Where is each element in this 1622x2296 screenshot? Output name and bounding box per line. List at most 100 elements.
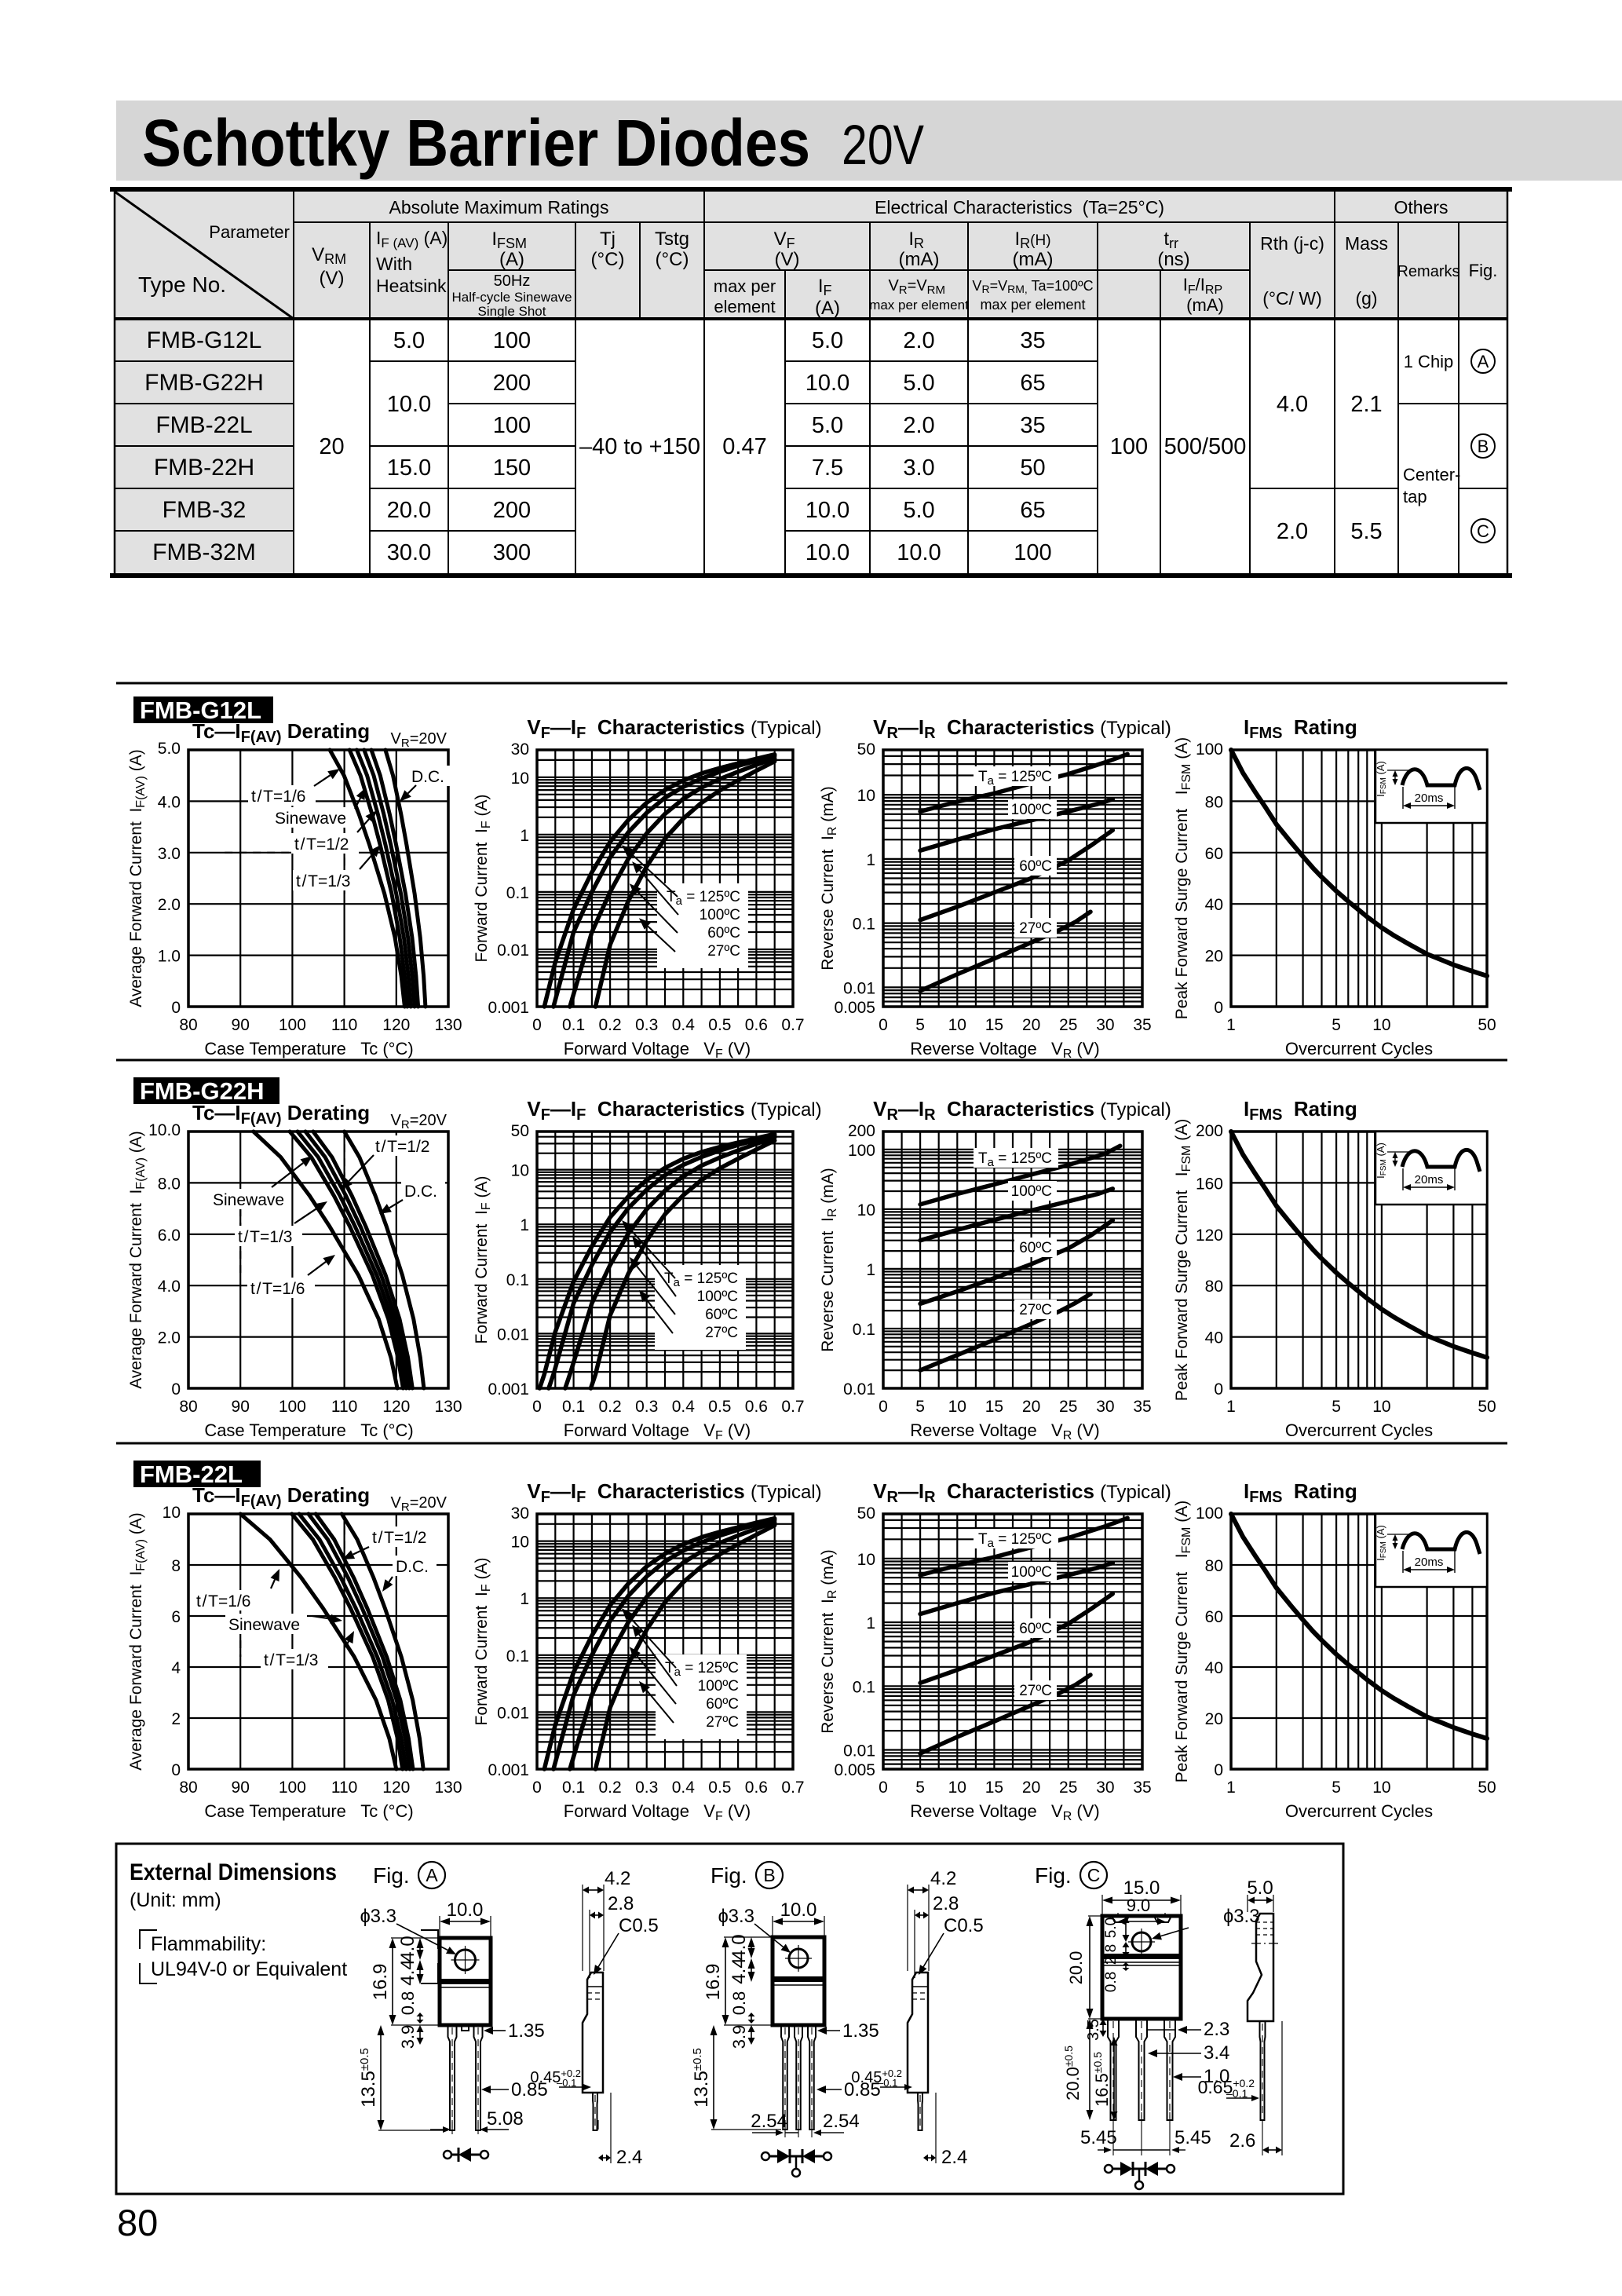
svg-text:100: 100 (493, 328, 531, 353)
svg-text:2.54: 2.54 (823, 2111, 860, 2132)
svg-text:10: 10 (857, 1201, 875, 1219)
svg-text:20.0±0.5: 20.0±0.5 (1062, 2046, 1083, 2100)
svg-text:3.9: 3.9 (398, 2025, 418, 2049)
svg-text:0.4: 0.4 (672, 1016, 696, 1034)
svg-text:20: 20 (1205, 1710, 1223, 1728)
svg-text:10: 10 (948, 1779, 966, 1797)
svg-text:Heatsink: Heatsink (376, 276, 447, 296)
svg-text:Overcurrent Cycles: Overcurrent Cycles (1285, 1420, 1433, 1440)
svg-text:10.0: 10.0 (806, 540, 849, 565)
svg-text:(V): (V) (775, 249, 800, 270)
svg-text:10: 10 (857, 1551, 875, 1569)
svg-text:VR=VRM, Ta=100ºC: VR=VRM, Ta=100ºC (972, 278, 1093, 295)
svg-text:VR=20V: VR=20V (391, 1494, 448, 1514)
svg-text:Forward Current IF (A): Forward Current IF (A) (473, 1176, 493, 1344)
svg-text:1: 1 (866, 1614, 875, 1632)
svg-text:Ta = 125ºC: Ta = 125ºC (978, 769, 1052, 788)
svg-text:5.0: 5.0 (812, 413, 843, 438)
svg-text:t / T=1/2: t / T=1/2 (372, 1529, 426, 1547)
svg-text:50: 50 (1478, 1779, 1496, 1797)
svg-text:100: 100 (279, 1016, 306, 1034)
svg-text:ɸ3.3: ɸ3.3 (360, 1906, 396, 1927)
svg-text:Tj: Tj (600, 229, 616, 250)
svg-text:160: 160 (1196, 1175, 1223, 1193)
svg-text:0.01: 0.01 (843, 1380, 875, 1398)
svg-text:Ta = 125ºC: Ta = 125ºC (665, 1660, 739, 1679)
svg-text:2.6: 2.6 (1229, 2130, 1255, 2152)
svg-text:30: 30 (1096, 1779, 1114, 1797)
svg-text:110: 110 (331, 1398, 357, 1416)
svg-text:0.5: 0.5 (708, 1016, 731, 1034)
svg-text:(g): (g) (1355, 288, 1377, 309)
svg-text:t / T=1/2: t / T=1/2 (375, 1138, 429, 1156)
svg-text:Case Temperature Tc (°C): Case Temperature Tc (°C) (204, 1039, 413, 1058)
svg-text:13.5±0.5: 13.5±0.5 (691, 2048, 712, 2108)
svg-text:10: 10 (948, 1016, 966, 1034)
svg-text:2.0: 2.0 (158, 896, 181, 914)
svg-text:element: element (714, 297, 775, 316)
svg-text:0.1: 0.1 (853, 1321, 875, 1339)
svg-text:0.1: 0.1 (853, 1678, 875, 1696)
svg-text:5.0: 5.0 (1247, 1877, 1273, 1899)
svg-text:Forward Voltage VF (V): Forward Voltage VF (V) (564, 1039, 751, 1061)
svg-text:Reverse Voltage VR (V): Reverse Voltage VR (V) (910, 1801, 1099, 1823)
svg-text:2.8: 2.8 (933, 1893, 959, 1914)
svg-text:0.1: 0.1 (853, 916, 875, 934)
svg-text:UL94V-0 or Equivalent: UL94V-0 or Equivalent (151, 1958, 347, 1980)
svg-text:20.0: 20.0 (387, 498, 431, 523)
svg-text:ɸ3.3: ɸ3.3 (1223, 1906, 1260, 1927)
svg-text:Forward Current IF (A): Forward Current IF (A) (473, 795, 493, 963)
svg-text:15.0: 15.0 (387, 455, 431, 481)
svg-text:10.0: 10.0 (447, 1899, 484, 1921)
svg-text:Single Shot: Single Shot (478, 304, 546, 319)
svg-text:10: 10 (1372, 1398, 1390, 1416)
svg-text:120: 120 (1196, 1227, 1223, 1245)
svg-text:1: 1 (520, 827, 529, 845)
svg-text:30: 30 (511, 740, 529, 759)
svg-text:Reverse Current IR (mA): Reverse Current IR (mA) (819, 1168, 839, 1351)
svg-text:110: 110 (331, 1016, 357, 1034)
svg-text:0.7: 0.7 (781, 1779, 804, 1797)
svg-text:90: 90 (232, 1398, 250, 1416)
svg-text:Forward Voltage VF (V): Forward Voltage VF (V) (564, 1420, 751, 1442)
svg-text:0: 0 (171, 1380, 181, 1398)
svg-text:Center-: Center- (1403, 465, 1460, 484)
svg-text:0.01: 0.01 (497, 1325, 529, 1344)
svg-text:35: 35 (1133, 1779, 1151, 1797)
svg-text:VF—IF Characteristics (Typica: VF—IF Characteristics (Typical) (527, 1479, 821, 1506)
svg-text:0.1: 0.1 (506, 884, 529, 902)
svg-text:Average Forward Current IF(AV: Average Forward Current IF(AV) (A) (127, 749, 148, 1007)
svg-text:Case Temperature Tc (°C): Case Temperature Tc (°C) (204, 1420, 413, 1440)
svg-text:0.005: 0.005 (834, 1761, 875, 1779)
svg-text:50: 50 (857, 1504, 875, 1523)
svg-text:1: 1 (866, 1261, 875, 1279)
svg-text:3.0: 3.0 (158, 845, 181, 863)
svg-text:VR=20V: VR=20V (391, 1112, 448, 1132)
svg-text:60ºC: 60ºC (706, 1696, 739, 1713)
svg-text:t / T=1/3: t / T=1/3 (238, 1228, 292, 1246)
svg-text:max per: max per (714, 276, 776, 296)
svg-text:10.0: 10.0 (148, 1121, 181, 1139)
svg-text:0.85: 0.85 (511, 2079, 548, 2100)
svg-text:27ºC: 27ºC (1019, 1683, 1052, 1699)
svg-text:5: 5 (1332, 1398, 1341, 1416)
svg-text:2.0: 2.0 (158, 1329, 181, 1347)
svg-text:1.0: 1.0 (1204, 2066, 1229, 2087)
svg-text:35: 35 (1020, 328, 1045, 353)
svg-text:Case Temperature Tc (°C): Case Temperature Tc (°C) (204, 1801, 413, 1821)
svg-text:0: 0 (1214, 999, 1223, 1017)
svg-text:60: 60 (1205, 1608, 1223, 1626)
svg-text:4: 4 (171, 1659, 181, 1677)
svg-text:Forward Voltage VF (V): Forward Voltage VF (V) (564, 1801, 751, 1823)
svg-text:15: 15 (985, 1016, 1003, 1034)
svg-text:0.7: 0.7 (781, 1016, 804, 1034)
svg-text:16.5±0.5: 16.5±0.5 (1091, 2052, 1112, 2107)
svg-text:2.1: 2.1 (1350, 392, 1382, 417)
svg-text:0: 0 (1214, 1380, 1223, 1398)
svg-text:Rth (j-c): Rth (j-c) (1260, 233, 1324, 254)
svg-text:10.0: 10.0 (780, 1899, 817, 1921)
svg-text:4.2: 4.2 (930, 1868, 956, 1889)
svg-text:0.65+0.2–0.1: 0.65+0.2 –0.1 (1198, 2077, 1255, 2100)
svg-text:0.01: 0.01 (843, 979, 875, 997)
svg-text:0.85: 0.85 (844, 2079, 881, 2100)
